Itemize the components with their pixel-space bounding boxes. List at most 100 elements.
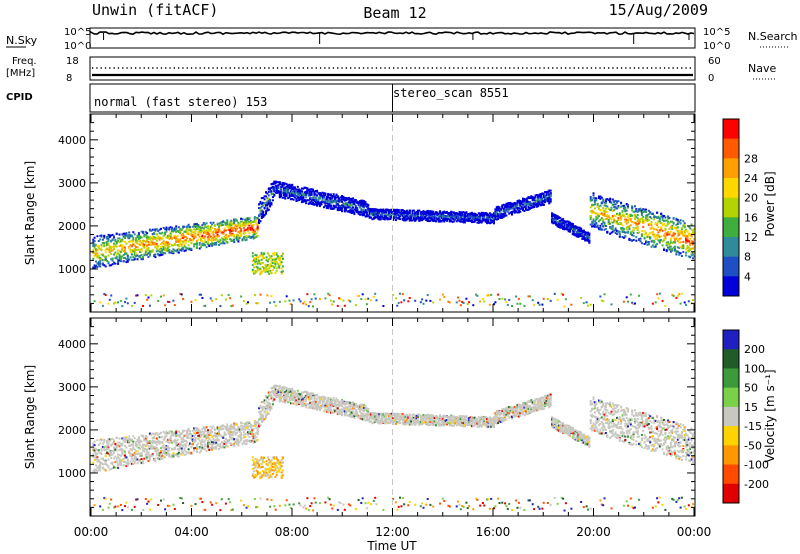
echo-cell xyxy=(93,252,96,255)
echo-cell xyxy=(273,194,276,197)
echo-cell xyxy=(259,273,262,276)
echo-cell xyxy=(255,222,258,225)
echo-cell xyxy=(513,209,516,212)
echo-cell xyxy=(270,257,273,260)
echo-cell xyxy=(638,209,641,212)
echo-cell xyxy=(256,234,259,237)
echo-cell xyxy=(379,208,382,211)
echo-cell xyxy=(555,223,558,225)
echo-cell xyxy=(106,260,109,262)
echo-cell xyxy=(280,186,283,188)
echo-cell xyxy=(268,254,271,257)
echo-cell xyxy=(622,236,625,239)
echo-cell xyxy=(636,231,639,234)
echo-cell xyxy=(667,246,670,249)
echo-cell xyxy=(365,211,368,214)
echo-cell xyxy=(100,253,103,256)
echo-cell xyxy=(646,241,649,244)
echo-cell xyxy=(426,210,429,212)
echo-cell xyxy=(280,193,283,196)
echo-cell xyxy=(137,238,140,241)
echo-cell xyxy=(93,447,96,450)
echo-cell xyxy=(285,190,288,193)
echo-cell xyxy=(672,234,675,237)
echo-cell xyxy=(676,240,679,242)
echo-cell xyxy=(259,220,262,223)
echo-cell xyxy=(186,231,189,234)
echo-cell xyxy=(254,258,257,261)
echo-cell xyxy=(574,234,577,237)
echo-cell xyxy=(629,219,632,222)
echo-cell xyxy=(592,211,595,213)
echo-cell xyxy=(382,209,385,212)
echo-cell xyxy=(559,226,562,229)
echo-cell xyxy=(207,227,209,230)
echo-cell xyxy=(450,211,453,214)
echo-cell xyxy=(624,206,627,209)
echo-cell xyxy=(546,193,549,196)
echo-cell xyxy=(461,211,464,214)
echo-cell xyxy=(415,210,418,213)
echo-cell xyxy=(104,248,107,251)
echo-cell xyxy=(493,212,495,215)
echo-cell xyxy=(686,244,689,247)
echo-cell xyxy=(661,217,664,220)
echo-cell xyxy=(331,201,334,204)
echo-cell xyxy=(268,258,271,261)
echo-cell xyxy=(93,247,96,250)
echo-cell xyxy=(209,297,212,300)
echo-cell xyxy=(183,230,186,233)
echo-cell xyxy=(643,230,646,233)
echo-cell xyxy=(393,215,396,218)
echo-cell xyxy=(227,228,230,231)
echo-cell xyxy=(692,257,694,260)
echo-cell xyxy=(103,255,106,258)
echo-cell xyxy=(292,195,295,198)
echo-cell xyxy=(256,267,259,270)
echo-cell xyxy=(255,232,258,235)
echo-cell xyxy=(126,254,129,257)
echo-cell xyxy=(274,189,277,192)
echo-cell xyxy=(484,212,487,215)
echo-cell xyxy=(440,214,443,217)
colorbar-swatch xyxy=(723,138,739,159)
echo-cell xyxy=(133,258,136,261)
echo-cell xyxy=(182,232,185,235)
echo-cell xyxy=(148,252,151,255)
echo-cell xyxy=(414,211,417,214)
echo-cell xyxy=(307,192,310,195)
echo-cell xyxy=(631,234,634,237)
echo-cell xyxy=(289,303,292,305)
echo-cell xyxy=(599,213,602,216)
echo-cell xyxy=(401,218,404,221)
echo-cell xyxy=(487,216,490,219)
echo-cell xyxy=(692,232,694,235)
echo-cell xyxy=(354,304,357,307)
echo-cell xyxy=(285,194,288,197)
echo-cell xyxy=(313,195,316,198)
echo-cell xyxy=(540,203,542,206)
echo-cell xyxy=(693,245,696,248)
echo-cell xyxy=(204,304,207,307)
echo-cell xyxy=(560,224,563,227)
echo-cell xyxy=(654,223,657,225)
echo-cell xyxy=(271,187,274,190)
echo-cell xyxy=(115,253,118,256)
echo-cell xyxy=(336,207,339,210)
echo-cell xyxy=(687,250,690,253)
echo-cell xyxy=(643,233,646,236)
echo-cell xyxy=(184,230,187,233)
echo-cell xyxy=(113,302,115,305)
echo-cell xyxy=(408,217,411,220)
echo-cell xyxy=(611,198,614,201)
echo-cell xyxy=(617,217,620,219)
echo-cell xyxy=(658,241,661,244)
echo-cell xyxy=(570,222,573,225)
echo-cell xyxy=(124,240,126,243)
echo-cell xyxy=(122,254,125,256)
echo-cell xyxy=(276,181,278,184)
echo-cell xyxy=(263,253,266,255)
echo-cell xyxy=(305,196,308,199)
cpid-segment-2: stereo_scan 8551 xyxy=(393,86,509,100)
echo-cell xyxy=(517,297,520,300)
